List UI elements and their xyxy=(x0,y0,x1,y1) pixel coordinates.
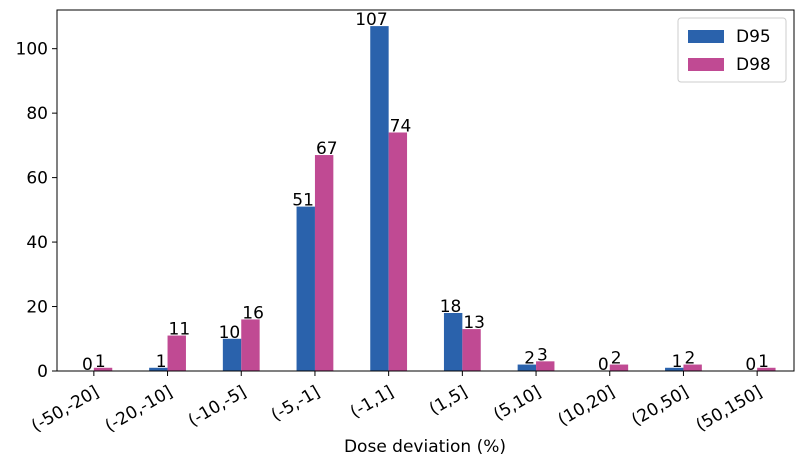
x-tick-label-9: (50,150] xyxy=(693,382,766,436)
bar-d95-4 xyxy=(370,26,389,372)
y-tick-label-0: 0 xyxy=(37,362,48,382)
bar-d95-3 xyxy=(296,206,315,371)
data-label-d98-7: 2 xyxy=(611,349,622,369)
bar-d98-1 xyxy=(167,335,186,371)
y-tick-label-5: 100 xyxy=(16,40,48,60)
bar-d98-7 xyxy=(609,364,629,371)
x-tick-label-1: (-20,-10] xyxy=(102,382,176,436)
data-label-d95-7: 0 xyxy=(598,355,609,375)
data-label-d98-3: 67 xyxy=(316,139,338,159)
bar-d98-5 xyxy=(462,329,481,371)
data-label-d95-9: 0 xyxy=(745,355,756,375)
bar-d95-2 xyxy=(222,338,242,371)
data-label-d98-5: 13 xyxy=(463,313,485,333)
data-label-d95-0: 0 xyxy=(82,355,93,375)
bar-d98-0 xyxy=(93,367,113,371)
bar-d98-8 xyxy=(683,364,702,371)
bars-layer xyxy=(93,26,776,372)
bar-d98-6 xyxy=(536,361,555,371)
data-label-d98-0: 1 xyxy=(95,352,106,372)
x-tick-label-3: (-5,-1] xyxy=(268,382,324,426)
data-label-d95-8: 1 xyxy=(672,352,683,372)
data-label-d95-5: 18 xyxy=(440,297,462,317)
x-tick-label-4: (-1,1] xyxy=(347,382,397,423)
x-tick-label-6: (5,10] xyxy=(490,382,544,425)
y-tick-label-4: 80 xyxy=(26,104,48,124)
data-label-d95-6: 2 xyxy=(524,349,535,369)
x-tick-label-5: (1,5] xyxy=(426,382,471,419)
bar-d98-9 xyxy=(757,367,776,371)
x-tick-label-2: (-10,-5] xyxy=(185,382,250,431)
data-label-d98-4: 74 xyxy=(390,116,412,136)
data-label-d98-2: 16 xyxy=(242,303,264,323)
bar-d98-3 xyxy=(314,155,334,371)
bar-d95-8 xyxy=(665,367,684,371)
x-axis-title: Dose deviation (%) xyxy=(344,437,506,457)
bar-d95-1 xyxy=(149,367,168,371)
bar-d98-2 xyxy=(241,319,260,371)
plot-frame xyxy=(56,9,795,372)
data-label-d95-1: 1 xyxy=(156,352,167,372)
bar-d95-6 xyxy=(517,364,537,371)
x-tick-label-0: (-50,-20] xyxy=(28,382,102,436)
data-label-d98-9: 1 xyxy=(758,352,769,372)
bar-d95-5 xyxy=(443,312,463,371)
data-label-d98-1: 11 xyxy=(169,320,191,340)
bar-d98-4 xyxy=(388,132,408,371)
data-label-d95-4: 107 xyxy=(355,10,387,30)
y-tick-label-2: 40 xyxy=(26,233,48,253)
data-label-d95-3: 51 xyxy=(292,191,314,211)
x-tick-label-8: (20,50] xyxy=(628,382,692,430)
data-label-d98-6: 3 xyxy=(537,345,548,365)
y-tick-label-1: 20 xyxy=(26,298,48,318)
legend-swatch-d98 xyxy=(688,58,724,71)
x-tick-label-7: (10,20] xyxy=(555,382,619,430)
data-label-d98-8: 2 xyxy=(684,349,695,369)
legend-label-d98: D98 xyxy=(736,55,771,75)
y-tick-label-3: 60 xyxy=(26,169,48,189)
data-label-d95-2: 10 xyxy=(219,323,241,343)
legend-label-d95: D95 xyxy=(736,27,771,47)
legend-swatch-d95 xyxy=(688,30,724,43)
